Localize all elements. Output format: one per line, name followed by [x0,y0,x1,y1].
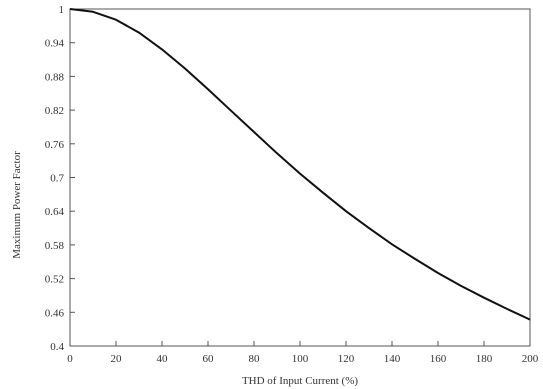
x-tick-label: 180 [476,353,493,365]
plot-frame [69,8,531,347]
x-tick-label: 100 [292,353,309,365]
y-tick-label: 0.76 [45,139,65,151]
y-tick-label: 0.94 [45,38,65,50]
y-tick-label: 0.46 [45,307,65,319]
x-tick-label: 0 [67,353,73,365]
y-tick-label: 0.82 [45,105,64,117]
x-axis-title: THD of Input Current (%) [242,375,358,387]
x-tick-label: 140 [384,353,401,365]
x-tick-label: 120 [338,353,355,365]
y-tick-label: 0.4 [50,341,64,353]
y-tick-label: 0.88 [45,71,65,83]
x-tick-label: 160 [430,353,447,365]
x-tick-label: 80 [249,353,261,365]
y-tick-label: 0.7 [50,173,64,185]
y-tick-label: 0.52 [45,274,64,286]
x-tick-label: 200 [522,353,539,365]
x-tick-label: 20 [111,353,123,365]
x-tick-label: 60 [203,353,215,365]
y-tick-label: 0.58 [45,240,65,252]
y-axis-title: Maximum Power Factor [11,151,23,259]
power-factor-curve [69,8,531,321]
y-tick-label: 1 [59,4,65,16]
y-tick-label: 0.64 [45,206,65,218]
x-tick-label: 40 [157,353,169,365]
